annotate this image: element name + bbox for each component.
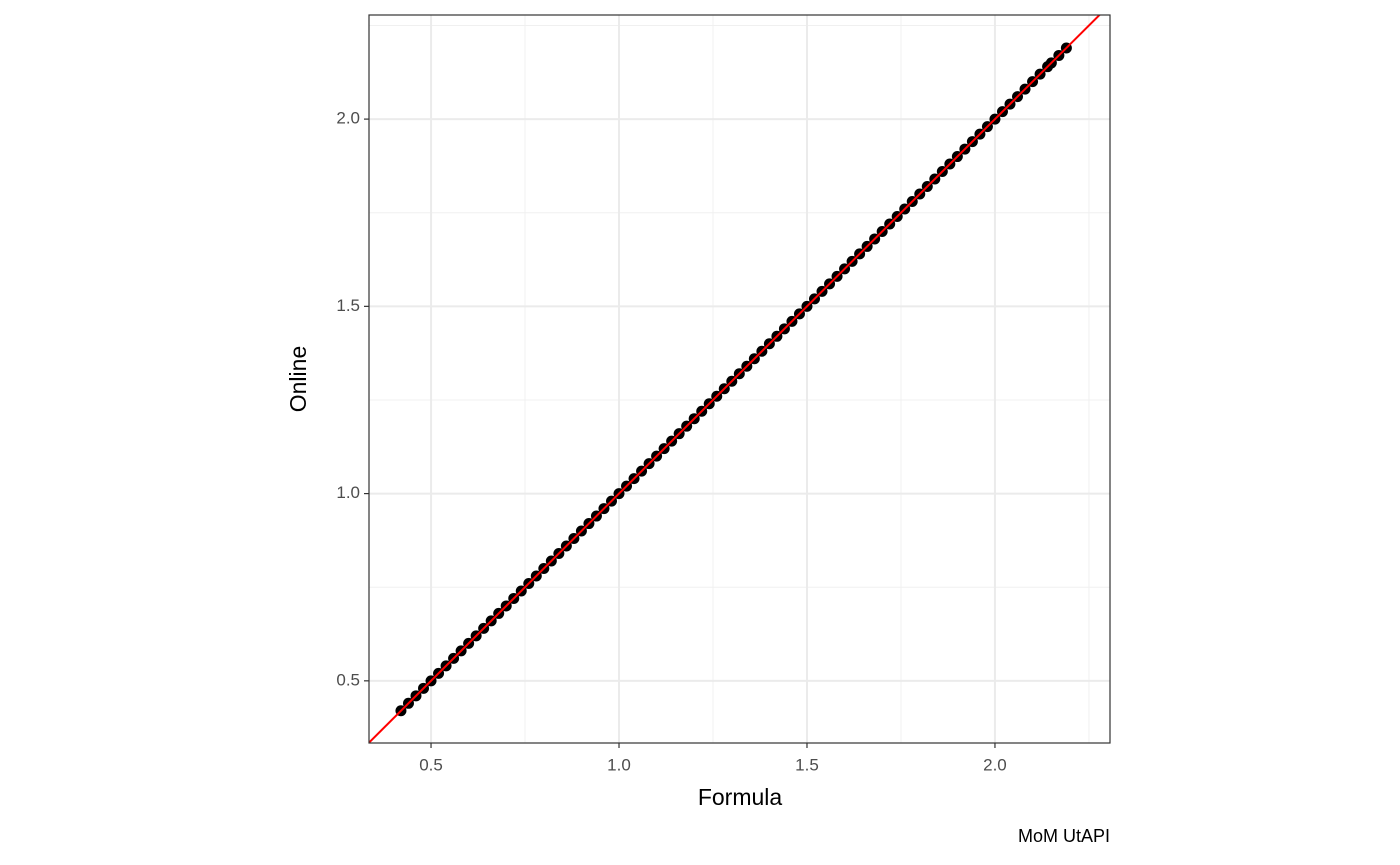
x-tick-label: 1.5 — [795, 755, 819, 774]
y-tick-label: 1.5 — [336, 296, 360, 315]
y-axis-title: Online — [285, 346, 311, 412]
y-tick-label: 1.0 — [336, 483, 360, 502]
plot-area — [369, 15, 1101, 743]
x-tick-label: 2.0 — [983, 755, 1007, 774]
panel-border — [368, 14, 1111, 744]
x-tick-label: 1.0 — [607, 755, 631, 774]
y-tick-label: 0.5 — [336, 670, 360, 689]
x-tick-label: 0.5 — [419, 755, 443, 774]
caption: MoM UtAPI — [1018, 826, 1110, 846]
y-tick-label: 2.0 — [336, 109, 360, 128]
x-axis-title: Formula — [698, 784, 783, 810]
reference-line — [369, 15, 1101, 743]
